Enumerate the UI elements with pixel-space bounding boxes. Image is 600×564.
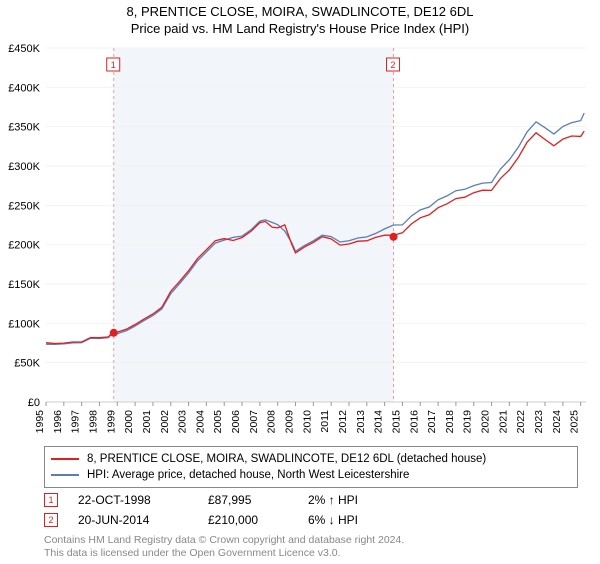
sale-date: 22-OCT-1998: [78, 493, 208, 507]
svg-text:2025: 2025: [569, 410, 581, 434]
svg-text:1998: 1998: [87, 410, 99, 434]
footer-attribution: Contains HM Land Registry data © Crown c…: [44, 534, 404, 559]
svg-text:2022: 2022: [515, 410, 527, 434]
svg-text:2017: 2017: [426, 410, 438, 434]
page-subtitle: Price paid vs. HM Land Registry's House …: [0, 21, 600, 36]
legend-item: HPI: Average price, detached house, Nort…: [51, 467, 571, 483]
sale-date: 20-JUN-2014: [78, 513, 208, 527]
svg-text:2021: 2021: [497, 410, 509, 434]
chart-legend: 8, PRENTICE CLOSE, MOIRA, SWADLINCOTE, D…: [44, 446, 578, 488]
svg-text:£150K: £150K: [8, 279, 40, 291]
svg-text:2001: 2001: [141, 410, 153, 434]
svg-text:2007: 2007: [248, 410, 260, 434]
sale-marker-icon: 2: [44, 513, 58, 527]
svg-text:2012: 2012: [337, 410, 349, 434]
svg-text:2010: 2010: [301, 410, 313, 434]
svg-text:£100K: £100K: [8, 318, 40, 330]
svg-text:2002: 2002: [159, 410, 171, 434]
svg-text:£450K: £450K: [8, 44, 40, 55]
sale-marker-icon: 1: [44, 493, 58, 507]
svg-text:2003: 2003: [177, 410, 189, 434]
sale-price: £210,000: [208, 513, 308, 527]
svg-text:2020: 2020: [480, 410, 492, 434]
legend-item: 8, PRENTICE CLOSE, MOIRA, SWADLINCOTE, D…: [51, 451, 571, 467]
svg-text:2018: 2018: [444, 410, 456, 434]
svg-text:2015: 2015: [390, 410, 402, 434]
svg-text:£300K: £300K: [8, 161, 40, 173]
svg-text:£50K: £50K: [14, 358, 40, 370]
svg-text:1999: 1999: [105, 410, 117, 434]
svg-text:2024: 2024: [551, 410, 563, 434]
sale-row: 1 22-OCT-1998£87,9952% ↑ HPI: [44, 490, 418, 510]
svg-text:2004: 2004: [194, 410, 206, 434]
svg-text:2013: 2013: [355, 410, 367, 434]
svg-text:2023: 2023: [533, 410, 545, 434]
price-chart: £0 £50K £100K £150K £200K £250K £300K £350K £400…: [0, 44, 600, 444]
svg-text:2: 2: [391, 60, 396, 70]
svg-text:2000: 2000: [123, 410, 135, 434]
svg-text:2008: 2008: [266, 410, 278, 434]
sales-list: 1 22-OCT-1998£87,9952% ↑ HPI 2 20-JUN-2014£…: [44, 490, 418, 530]
svg-text:1997: 1997: [70, 410, 82, 434]
sale-hpi: 6% ↓ HPI: [308, 513, 418, 527]
sale-price: £87,995: [208, 493, 308, 507]
sale-hpi: 2% ↑ HPI: [308, 493, 418, 507]
svg-text:1995: 1995: [34, 410, 46, 434]
svg-text:2009: 2009: [284, 410, 296, 434]
svg-text:2011: 2011: [319, 410, 331, 433]
svg-text:2014: 2014: [373, 410, 385, 434]
legend-label: HPI: Average price, detached house, Nort…: [87, 469, 409, 481]
svg-text:1996: 1996: [52, 410, 64, 434]
svg-text:£200K: £200K: [8, 240, 40, 252]
svg-text:1: 1: [111, 60, 116, 70]
footer-line2: This data is licensed under the Open Gov…: [44, 547, 404, 560]
footer-line1: Contains HM Land Registry data © Crown c…: [44, 534, 404, 547]
legend-label: 8, PRENTICE CLOSE, MOIRA, SWADLINCOTE, D…: [87, 453, 486, 465]
sale-row: 2 20-JUN-2014£210,0006% ↓ HPI: [44, 510, 418, 530]
svg-text:£400K: £400K: [8, 82, 40, 94]
svg-text:£0: £0: [28, 397, 40, 409]
legend-swatch: [51, 474, 79, 476]
svg-text:2006: 2006: [230, 410, 242, 434]
page-title: 8, PRENTICE CLOSE, MOIRA, SWADLINCOTE, D…: [0, 4, 600, 19]
svg-text:2016: 2016: [408, 410, 420, 434]
legend-swatch: [51, 458, 79, 460]
svg-text:£350K: £350K: [8, 122, 40, 134]
svg-text:2019: 2019: [462, 410, 474, 434]
svg-text:2005: 2005: [212, 410, 224, 434]
svg-text:£250K: £250K: [8, 200, 40, 212]
